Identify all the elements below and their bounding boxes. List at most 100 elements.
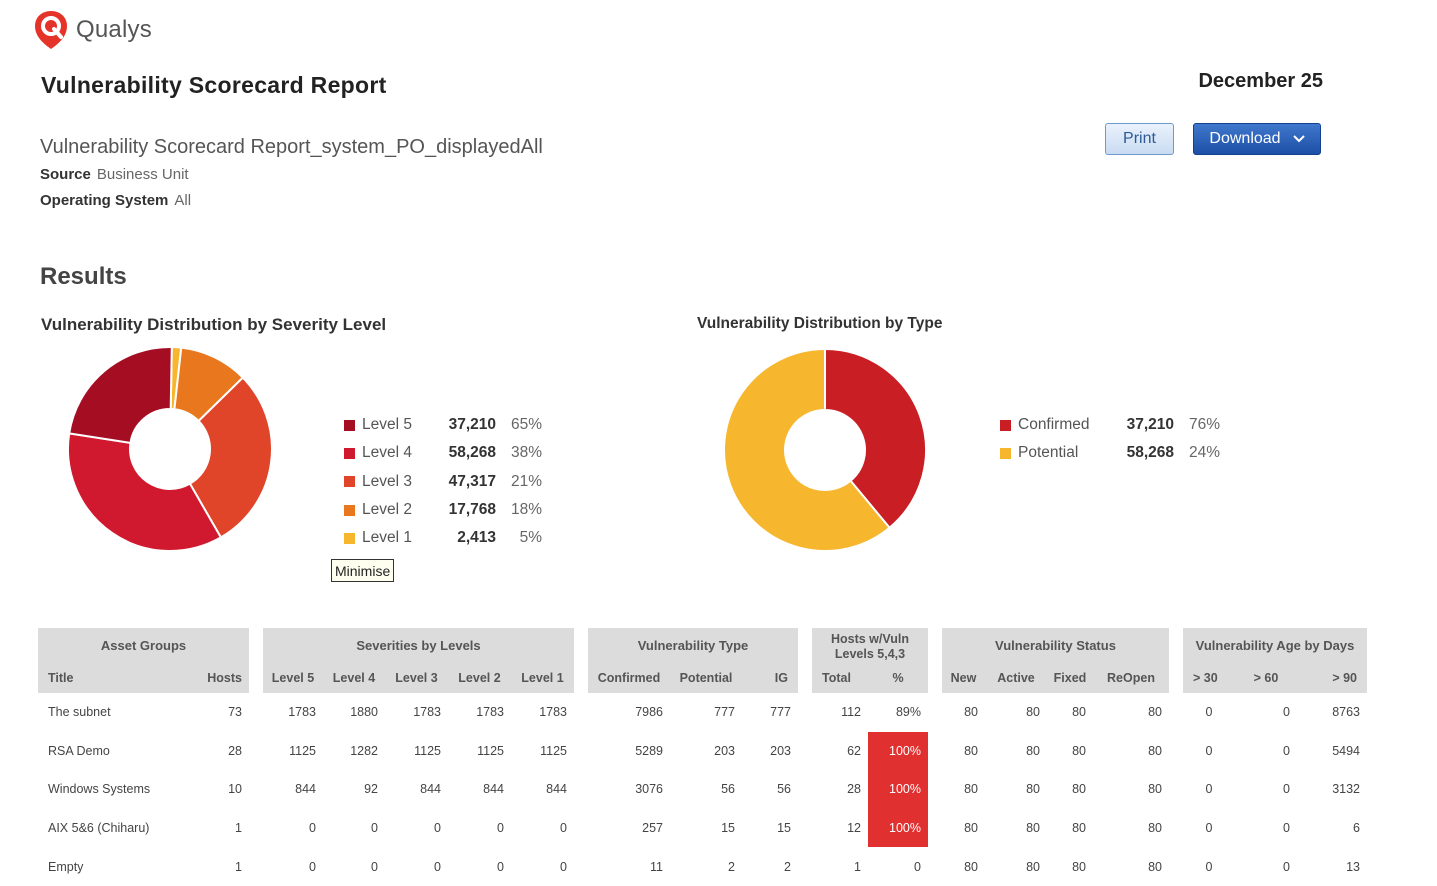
legend-percent: 18% (510, 501, 542, 519)
table-row: Windows Systems 10 844 92 844 844 844 3076 56 56 2… (38, 770, 1367, 809)
cell-total: 62 (812, 731, 868, 771)
cell-l5: 1783 (288, 705, 316, 720)
source-label: Source (40, 166, 91, 183)
legend-percent: 38% (510, 444, 542, 462)
legend-percent: 76% (1188, 416, 1220, 434)
cell-reopen: 80 (1093, 808, 1169, 848)
legend-value: 58,268 (448, 444, 496, 462)
cell-pct: 100% (868, 808, 928, 848)
col-level3: Level 3 (385, 662, 448, 693)
cell-reopen: 80 (1148, 859, 1162, 874)
col-new: New (942, 662, 985, 693)
legend-swatch (1000, 419, 1011, 431)
col-level4: Level 4 (323, 662, 385, 693)
col-ig: IG (742, 662, 798, 693)
cell-l2: 844 (483, 782, 504, 797)
slice-potential[interactable] (723, 347, 891, 552)
print-button-label: Print (1123, 130, 1156, 147)
print-button[interactable]: Print (1105, 123, 1174, 155)
cell-new: 80 (942, 808, 985, 848)
cell-confirmed: 3076 (635, 782, 663, 797)
cell-l3: 0 (385, 808, 448, 848)
cell-a30: 0 (1205, 859, 1213, 874)
legend-label: Level 4 (362, 444, 412, 462)
cell-title: RSA Demo (38, 731, 193, 771)
col-fixed: Fixed (1047, 662, 1093, 693)
source-value: Business Unit (96, 166, 189, 183)
cell-potential: 15 (670, 808, 742, 848)
cell-hosts: 28 (193, 731, 249, 771)
legend-item: Potential 58,268 24% (1000, 439, 1220, 467)
legend-item: Level 1 2,413 5% (344, 524, 542, 552)
cell-l2: 0 (497, 859, 504, 874)
legend-item: Level 5 37,210 65% (344, 411, 542, 439)
cell-ig: 203 (742, 731, 798, 771)
brand-name: Qualys (76, 16, 152, 43)
cell-ig: 2 (784, 859, 791, 874)
cell-new: 80 (964, 859, 978, 874)
legend-value: 47,317 (448, 472, 496, 490)
cell-l4: 1880 (350, 705, 378, 720)
col-pct: % (868, 662, 928, 693)
slice-level-3[interactable] (188, 376, 273, 539)
legend-swatch (344, 419, 355, 431)
cell-fixed: 80 (1047, 731, 1093, 771)
cell-a30: 0 (1205, 782, 1213, 797)
legend-swatch (344, 532, 355, 544)
slice-level-4[interactable] (67, 432, 223, 552)
download-button[interactable]: Download (1193, 123, 1321, 155)
cell-hosts: 1 (235, 859, 242, 874)
cell-ig: 15 (742, 808, 798, 848)
cell-a90: 13 (1346, 859, 1360, 874)
cell-l3: 1783 (413, 705, 441, 720)
slice-confirmed[interactable] (824, 347, 927, 530)
col-level1: Level 1 (511, 662, 574, 693)
cell-confirmed: 5289 (588, 731, 670, 771)
cell-l2: 1125 (448, 731, 511, 771)
asset-groups-table: Asset Groups Severities by Levels Vulner… (38, 628, 1367, 886)
cell-a30: 0 (1205, 705, 1213, 720)
table-row: Empty 1 0 0 0 0 0 11 2 2 1 0 80 80 80 80 0 0 13 (38, 847, 1367, 886)
table-row: AIX 5&6 (Chiharu) 1 0 0 0 0 0 257 15 15 12 100% 80 80… (38, 808, 1367, 848)
group-vuln-type: Vulnerability Type (588, 628, 798, 662)
legend-label: Level 5 (362, 416, 412, 434)
cell-active: 80 (985, 808, 1047, 848)
cell-active: 80 (1026, 782, 1040, 797)
cell-a90: 5494 (1297, 731, 1367, 771)
cell-l4: 1282 (323, 731, 385, 771)
col-total: Total (812, 662, 868, 693)
col-title: Title (38, 662, 193, 693)
col-confirmed: Confirmed (588, 662, 670, 693)
legend-label: Level 2 (362, 501, 412, 519)
minimise-tooltip[interactable]: Minimise (331, 559, 395, 582)
cell-new: 80 (964, 782, 978, 797)
legend-percent: 24% (1188, 444, 1220, 462)
legend-item: Level 2 17,768 18% (344, 496, 542, 524)
qualys-logo: Qualys (34, 10, 152, 50)
legend-value: 58,268 (1126, 444, 1174, 462)
cell-ig: 56 (777, 782, 791, 797)
group-severities: Severities by Levels (263, 628, 574, 662)
cell-potential: 777 (714, 705, 735, 720)
legend-value: 37,210 (448, 416, 496, 434)
download-button-label: Download (1209, 130, 1281, 147)
cell-l4: 0 (323, 808, 385, 848)
cell-l3: 1125 (385, 731, 448, 771)
cell-pct: 89% (895, 705, 921, 720)
cell-l1: 1783 (539, 705, 567, 720)
group-asset: Asset Groups (38, 628, 249, 662)
col-reopen: ReOpen (1093, 662, 1169, 693)
cell-confirmed: 11 (650, 859, 663, 874)
cell-title: Empty (48, 859, 84, 874)
cell-total: 1 (854, 859, 861, 874)
cell-total: 28 (847, 782, 861, 797)
cell-l5: 0 (263, 808, 323, 848)
cell-l3: 844 (420, 782, 441, 797)
cell-total: 12 (812, 808, 868, 848)
legend-swatch (1000, 447, 1011, 459)
slice-level-5[interactable] (68, 346, 173, 445)
cell-a60: 0 (1235, 808, 1297, 848)
table-row: The subnet 73 1783 1880 1783 1783 1783 7986 777 7… (38, 693, 1367, 732)
legend-percent: 21% (510, 472, 542, 490)
qualys-shield-icon (35, 11, 67, 49)
